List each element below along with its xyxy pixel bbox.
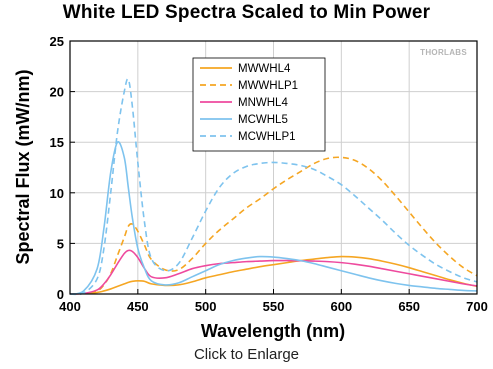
x-tick-label: 650 xyxy=(398,299,420,314)
series-line-mcwhlp1 xyxy=(69,78,478,296)
y-tick-label: 15 xyxy=(50,135,64,150)
x-tick-label: 450 xyxy=(127,299,149,314)
series-line-mcwhl5 xyxy=(69,141,478,295)
x-tick-label: 550 xyxy=(263,299,285,314)
series-line-mwwhl4 xyxy=(69,255,478,295)
x-axis-ticks: 400 450 500 550 600 650 700 xyxy=(59,289,488,314)
click-to-enlarge-link[interactable]: Click to Enlarge xyxy=(193,346,300,363)
series-line-mnwhl4 xyxy=(69,249,478,295)
chart-title: White LED Spectra Scaled to Min Power xyxy=(62,2,431,23)
y-axis-label: Spectral Flux (mW/nm) xyxy=(13,69,33,264)
x-tick-label: 600 xyxy=(330,299,352,314)
y-axis-ticks: 0 5 10 15 20 25 xyxy=(50,34,75,302)
legend-label: MCWHLP1 xyxy=(238,131,296,143)
legend-label: MWWHLP1 xyxy=(238,80,298,92)
x-tick-label: 500 xyxy=(195,299,217,314)
y-tick-label: 25 xyxy=(50,34,64,49)
y-tick-label: 5 xyxy=(57,236,64,251)
legend-label: MCWHL5 xyxy=(238,114,288,126)
y-tick-label: 0 xyxy=(57,287,64,302)
legend-label: MWWHL4 xyxy=(238,63,291,75)
x-tick-label: 400 xyxy=(59,299,81,314)
y-tick-label: 20 xyxy=(50,85,64,100)
series-lines xyxy=(69,78,478,296)
legend-label: MNWHL4 xyxy=(238,97,288,109)
x-tick-label: 700 xyxy=(466,299,488,314)
legend: MWWHL4 MWWHLP1 MNWHL4 MCWHL5 MCWHLP1 xyxy=(192,57,326,152)
thorlabs-logo: THORLABS xyxy=(420,48,467,57)
x-axis-label: Wavelength (nm) xyxy=(201,321,345,341)
y-tick-label: 10 xyxy=(50,186,64,201)
